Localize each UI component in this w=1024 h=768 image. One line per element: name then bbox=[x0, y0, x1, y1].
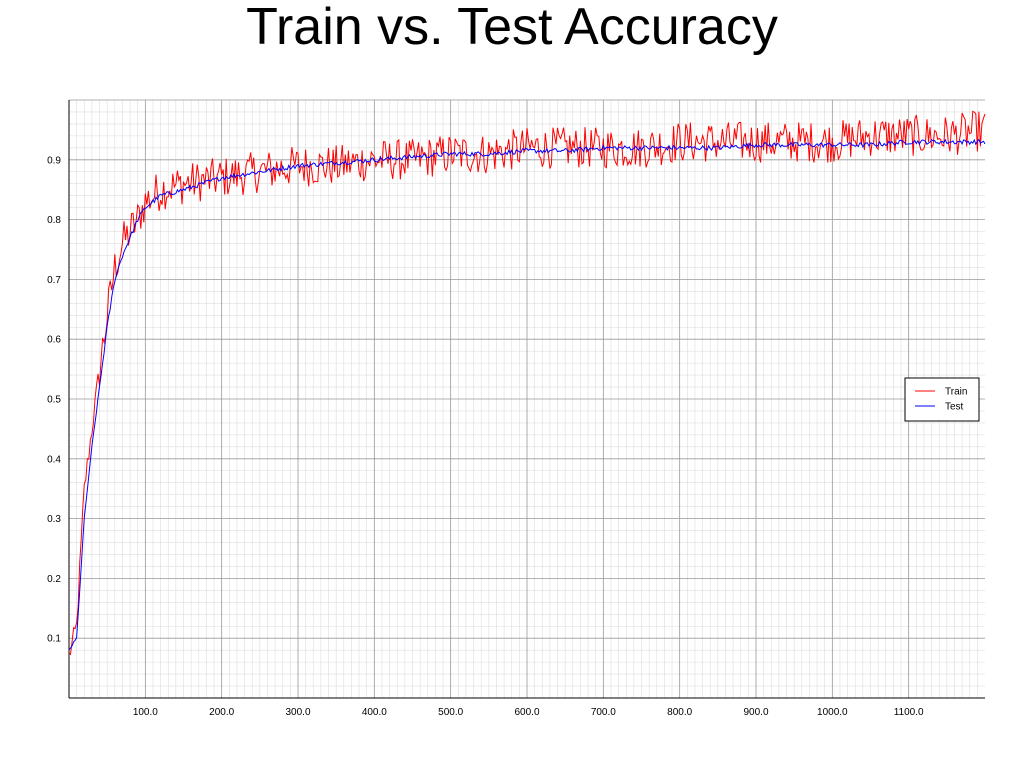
x-tick-label: 300.0 bbox=[285, 707, 310, 718]
y-tick-label: 0.6 bbox=[47, 335, 61, 346]
x-tick-label: 800.0 bbox=[667, 707, 692, 718]
x-tick-label: 400.0 bbox=[362, 707, 387, 718]
x-tick-label: 900.0 bbox=[743, 707, 768, 718]
y-tick-label: 0.4 bbox=[47, 454, 61, 465]
y-tick-label: 0.8 bbox=[47, 215, 61, 226]
y-tick-label: 0.5 bbox=[47, 395, 61, 406]
tick-labels: 100.0 200.0 300.0 400.0 500.0 600.0 700.0 800.0… bbox=[47, 155, 924, 718]
series-line-test bbox=[68, 138, 986, 651]
data-series bbox=[68, 110, 986, 656]
x-tick-label: 500.0 bbox=[438, 707, 463, 718]
legend-label-test: Test bbox=[945, 402, 964, 413]
y-tick-label: 0.1 bbox=[47, 634, 61, 645]
series-line-train bbox=[68, 110, 986, 656]
axes bbox=[68, 100, 985, 699]
legend-box bbox=[904, 377, 980, 422]
y-tick-label: 0.7 bbox=[47, 275, 61, 286]
y-tick-label: 0.2 bbox=[47, 574, 61, 585]
x-tick-label: 1100.0 bbox=[894, 707, 924, 718]
chart-title: Train vs. Test Accuracy bbox=[246, 0, 778, 56]
x-tick-label: 700.0 bbox=[591, 707, 616, 718]
x-tick-label: 200.0 bbox=[209, 707, 234, 718]
y-tick-label: 0.9 bbox=[47, 155, 61, 166]
x-tick-label: 100.0 bbox=[133, 707, 158, 718]
x-tick-label: 1000.0 bbox=[817, 707, 848, 718]
legend: Train Test bbox=[904, 377, 980, 422]
y-tick-label: 0.3 bbox=[47, 514, 61, 525]
x-tick-label: 600.0 bbox=[514, 707, 539, 718]
legend-label-train: Train bbox=[945, 387, 967, 398]
